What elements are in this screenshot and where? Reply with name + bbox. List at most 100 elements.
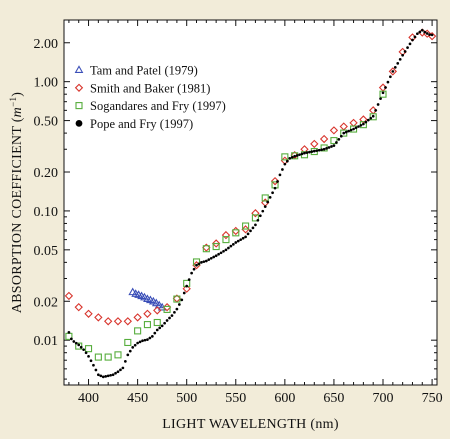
data-point [141, 339, 144, 343]
data-point [276, 180, 279, 183]
data-point [113, 317, 123, 326]
data-point [197, 262, 201, 266]
y-axis: 0.01 0.02 0.05 0.10 0.20 0.50 1.00 2.00 [34, 37, 437, 380]
data-point [389, 75, 392, 79]
data-point [270, 176, 280, 186]
data-point [72, 340, 76, 343]
data-point [249, 229, 252, 233]
data-point [320, 148, 324, 152]
data-point [251, 214, 259, 222]
legend-label: Sogandares and Fry (1997) [90, 99, 226, 113]
y-axis-title-prefix: ABSORPTION COEFFICIENT ( [10, 117, 25, 313]
data-point [92, 363, 95, 367]
data-point [413, 35, 417, 39]
data-point [406, 46, 409, 50]
data-point [305, 151, 309, 154]
data-point [364, 120, 368, 124]
data-point [133, 343, 137, 347]
data-point [209, 256, 213, 260]
x-tick-label: 600 [274, 391, 295, 406]
data-point [224, 248, 228, 252]
legend-label: Smith and Baker (1981) [90, 81, 210, 95]
data-point [303, 151, 306, 155]
data-point [180, 298, 184, 302]
legend-marker [74, 83, 84, 92]
data-point [281, 168, 284, 171]
data-point [79, 345, 83, 349]
data-point [74, 303, 83, 312]
data-point [227, 246, 230, 250]
data-point [263, 205, 267, 208]
data-point [420, 28, 424, 32]
data-point [330, 137, 338, 145]
data-point [87, 354, 90, 358]
data-point [154, 300, 164, 309]
data-point [153, 318, 161, 327]
data-point [202, 245, 210, 253]
data-point [109, 373, 112, 377]
y-tick-label: 1.00 [34, 76, 59, 91]
data-point [190, 271, 193, 275]
data-point [430, 33, 434, 37]
data-point [99, 374, 103, 378]
data-point [342, 131, 346, 135]
x-tick-label: 550 [225, 391, 246, 406]
data-point [268, 196, 272, 199]
data-point [160, 324, 164, 328]
data-point [121, 366, 125, 370]
data-point [251, 209, 260, 218]
data-point [300, 152, 304, 156]
y-axis-title-suffix: ) [10, 92, 25, 97]
data-point [232, 229, 240, 237]
data-point [207, 258, 211, 261]
x-tick-label: 650 [323, 391, 344, 406]
data-point [332, 144, 336, 147]
data-point [236, 239, 240, 243]
data-point [153, 306, 162, 315]
legend-marker [75, 120, 83, 127]
data-point [381, 91, 385, 95]
data-point [261, 194, 269, 202]
y-axis-title: ABSORPTION COEFFICIENT (m−1) [8, 92, 25, 314]
data-point [418, 30, 422, 34]
x-tick-label: 400 [78, 391, 99, 406]
data-point [293, 154, 297, 158]
y-axis-title-exponent: −1 [8, 97, 18, 107]
data-point [222, 249, 225, 253]
data-point [133, 313, 142, 322]
data-point [70, 337, 73, 341]
data-point [114, 371, 117, 375]
data-point [327, 146, 331, 149]
data-point [369, 116, 373, 120]
data-point [266, 200, 270, 204]
data-point [82, 348, 85, 352]
data-point [168, 316, 171, 320]
x-tick-label: 700 [373, 391, 394, 406]
legend: Tam and Patel (1979) Smith and Baker (198… [74, 64, 226, 131]
data-point [123, 360, 127, 363]
data-point [347, 129, 351, 133]
data-point [362, 122, 365, 126]
data-point [67, 330, 71, 334]
data-point [352, 127, 355, 131]
data-point [239, 238, 243, 242]
y-tick-label: 0.02 [34, 295, 59, 310]
data-point [212, 243, 220, 251]
data-point [281, 153, 289, 161]
data-point [111, 373, 115, 377]
data-point [369, 113, 377, 121]
data-point [229, 244, 233, 248]
data-point [134, 327, 142, 335]
data-point [217, 252, 220, 256]
data-point [298, 153, 301, 157]
data-point [271, 191, 274, 195]
y-tick-label: 2.00 [34, 37, 59, 52]
data-point [170, 314, 174, 317]
data-point [153, 331, 157, 335]
x-tick-label: 750 [422, 391, 443, 406]
series [128, 287, 167, 311]
data-point [317, 148, 321, 152]
data-point [187, 278, 191, 281]
data-point [131, 346, 135, 349]
data-point [77, 343, 81, 347]
